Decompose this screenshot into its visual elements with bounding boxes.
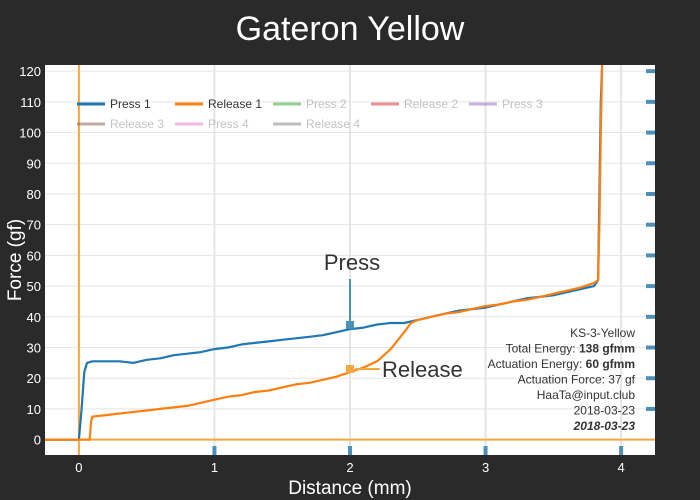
y-tick-label: 30	[27, 341, 41, 356]
legend-label: Release 3	[110, 117, 164, 131]
info-value: 60 gfmm	[586, 357, 635, 371]
legend-label: Press 2	[306, 97, 347, 111]
release-annotation-marker	[346, 365, 354, 374]
info-line: 2018-03-23	[573, 419, 636, 433]
y-tick-label: 100	[19, 126, 41, 141]
legend-item-release-4[interactable]: Release 4	[273, 117, 360, 131]
info-label: Actuation Force: 37 gf	[518, 373, 636, 387]
legend-item-release-1[interactable]: Release 1	[175, 97, 262, 111]
legend-item-press-3[interactable]: Press 3	[469, 97, 543, 111]
y-tick-label: 70	[27, 218, 41, 233]
x-tick-label: 2	[346, 460, 353, 475]
info-label: Actuation Energy:	[488, 357, 586, 371]
press-annotation-label: Press	[324, 250, 380, 275]
info-line: KS-3-Yellow	[570, 326, 635, 340]
y-tick-label: 10	[27, 402, 41, 417]
info-value: 2018-03-23	[573, 419, 636, 433]
legend-label: Release 4	[306, 117, 360, 131]
y-tick-label: 90	[27, 156, 41, 171]
y-tick-label: 60	[27, 248, 41, 263]
y-tick-label: 40	[27, 310, 41, 325]
legend-item-press-1[interactable]: Press 1	[77, 97, 151, 111]
info-line: Total Energy: 138 gfmm	[506, 342, 635, 356]
legend-label: Release 2	[404, 97, 458, 111]
legend-item-release-2[interactable]: Release 2	[371, 97, 458, 111]
info-value: 138 gfmm	[579, 342, 635, 356]
info-line: HaaTa@input.club	[537, 388, 636, 402]
legend-item-release-3[interactable]: Release 3	[77, 117, 164, 131]
series-group	[45, 65, 604, 441]
series-line-release-1[interactable]	[45, 65, 604, 441]
y-tick-label: 110	[20, 95, 41, 110]
info-line: Actuation Force: 37 gf	[518, 373, 636, 387]
x-tick-label: 4	[617, 460, 624, 475]
info-line: 2018-03-23	[574, 404, 636, 418]
y-tick-label: 20	[27, 371, 41, 386]
legend-item-press-2[interactable]: Press 2	[273, 97, 347, 111]
legend-label: Press 3	[502, 97, 543, 111]
y-tick-label: 80	[27, 187, 41, 202]
y-tick-label: 0	[34, 433, 41, 448]
y-axis-label: Force (gf)	[5, 219, 26, 301]
x-tick-label: 1	[211, 460, 218, 475]
info-line: Actuation Energy: 60 gfmm	[488, 357, 635, 371]
info-label: 2018-03-23	[574, 404, 636, 418]
info-label: HaaTa@input.club	[537, 388, 636, 402]
legend-label: Press 4	[208, 117, 249, 131]
info-label: KS-3-Yellow	[570, 326, 635, 340]
x-tick-label: 0	[75, 460, 82, 475]
x-axis-label: Distance (mm)	[288, 478, 412, 499]
y-tick-label: 50	[27, 279, 41, 294]
press-annotation-marker	[346, 321, 354, 330]
legend-item-press-4[interactable]: Press 4	[175, 117, 249, 131]
release-annotation-label: Release	[382, 357, 463, 382]
legend-label: Press 1	[110, 97, 151, 111]
legend-label: Release 1	[208, 97, 262, 111]
y-tick-label: 120	[19, 64, 41, 79]
info-label: Total Energy:	[506, 342, 579, 356]
chart-title: Gateron Yellow	[236, 10, 465, 48]
x-tick-label: 3	[482, 460, 489, 475]
